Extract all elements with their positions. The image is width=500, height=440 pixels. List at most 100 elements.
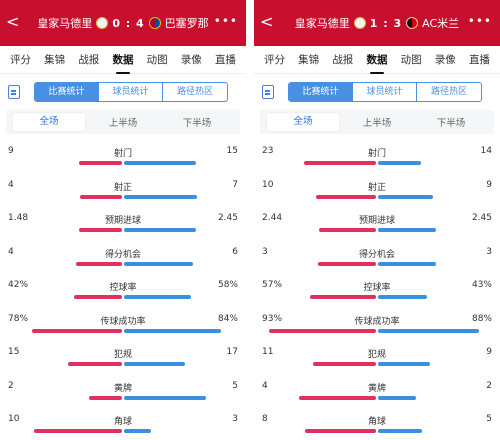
away-stat-bar [378,429,422,433]
stat-row-shots: 23 射门 14 [254,138,500,172]
away-stat-value: 15 [226,146,238,156]
stat-name: 预期进球 [104,216,141,226]
home-stat-value: 4 [8,246,14,257]
subtab-match-stats[interactable]: 比赛统计 [35,83,99,101]
subtab-heatmap[interactable]: 路径热区 [430,87,467,97]
match-score: 0 : 4 [112,16,145,30]
home-stat-value: 10 [8,414,20,424]
subtab-heatmap[interactable]: 路径热区 [176,87,213,97]
away-stat-value: 84% [217,313,238,324]
document-icon[interactable] [262,85,274,99]
away-stat-bar [124,261,193,266]
stat-name: 射门 [113,149,132,159]
home-stat-value: 3 [262,246,268,257]
stat-name: 角球 [367,417,386,427]
home-team-name: 皇家马德里 [294,17,350,30]
away-stat-value: 88% [471,313,492,324]
home-stat-value: 15 [8,347,20,357]
home-stat-bar [80,194,122,199]
home-stat-value: 10 [262,179,274,190]
away-stat-bar [378,328,479,333]
home-stat-bar [89,395,122,400]
home-stat-bar [304,161,376,165]
period-first-half[interactable]: 上半场 [108,118,138,129]
home-stat-bar [269,328,376,333]
away-team-name: AC米兰 [422,17,460,30]
home-stat-bar [79,228,122,232]
tab-live[interactable]: 直播 [214,54,236,66]
tab-replay[interactable]: 录像 [180,54,202,66]
stats-type-segmented: 比赛统计 球员统计 路径热区 [288,82,482,102]
tab-gifs[interactable]: 动图 [400,54,422,66]
away-stat-bar [378,161,421,165]
stat-row-shots-on-target: 10 射正 9 [254,172,500,206]
stat-row-pass-accuracy: 93% 传球成功率 88% [254,306,500,340]
period-full-match[interactable]: 全场 [13,113,85,131]
home-stat-value: 8 [262,414,268,424]
away-stat-value: 9 [486,179,492,190]
subtab-player-stats[interactable]: 球员统计 [353,83,417,101]
away-stat-value: 2 [486,380,492,391]
match-tabs: 评分 集锦 战报 数据 动图 录像 直播 [0,46,246,74]
away-stat-value: 3 [486,246,492,257]
home-stat-value: 42% [8,280,29,290]
period-first-half[interactable]: 上半场 [362,118,392,129]
tab-ratings[interactable]: 评分 [264,54,285,66]
stat-name: 控球率 [363,283,391,293]
tab-replay[interactable]: 录像 [434,54,456,66]
chevron-left-icon[interactable]: < [6,12,20,31]
away-stat-bar [124,395,206,400]
away-stat-value: 6 [232,246,238,257]
period-second-half[interactable]: 下半场 [182,118,212,129]
away-stat-value: 2.45 [217,213,238,223]
away-stat-value: 5 [486,414,492,424]
more-dots-icon[interactable]: ••• [467,14,492,28]
away-stat-bar [124,161,196,165]
home-stat-bar [310,295,376,299]
tab-highlights[interactable]: 集锦 [298,54,320,66]
subtab-player-stats[interactable]: 球员统计 [99,83,163,101]
away-stat-bar [378,194,433,199]
tab-live[interactable]: 直播 [468,54,490,66]
home-stat-value: 1.48 [8,213,29,223]
tab-ratings[interactable]: 评分 [10,54,31,66]
match-panel-real-barca: < 皇家马德里 0 : 4 巴塞罗那 ••• 评分 集锦 战报 数据 动图 录像 直播 比赛… [0,0,246,440]
tab-highlights[interactable]: 集锦 [44,54,66,66]
home-stat-value: 4 [8,179,14,190]
away-stat-value: 3 [232,414,238,424]
match-tabs: 评分 集锦 战报 数据 动图 录像 直播 [254,46,500,74]
stat-name: 黄牌 [367,383,386,394]
period-full-match[interactable]: 全场 [267,113,339,131]
match-title: 皇家马德里 0 : 4 巴塞罗那 [37,15,208,31]
away-stat-value: 43% [471,280,492,290]
stats-subnav: 比赛统计 球员统计 路径热区 [254,74,500,110]
away-stat-value: 5 [232,380,238,391]
tab-report[interactable]: 战报 [332,54,354,66]
tab-stats[interactable]: 数据 [112,54,134,66]
stat-name: 预期进球 [358,216,395,226]
period-selector: 全场 上半场 下半场 [6,110,240,134]
away-stat-value: 7 [232,179,238,190]
subtab-match-stats[interactable]: 比赛统计 [289,83,353,101]
period-second-half[interactable]: 下半场 [436,118,466,129]
match-score: 1 : 3 [369,16,403,30]
home-stat-value: 2 [8,380,14,391]
away-stat-bar [378,362,430,366]
stat-name: 角球 [113,417,132,427]
stats-type-segmented: 比赛统计 球员统计 路径热区 [34,82,228,102]
more-dots-icon[interactable]: ••• [213,14,238,28]
home-stat-bar [318,261,376,266]
tab-gifs[interactable]: 动图 [146,54,168,66]
document-icon[interactable] [8,85,20,99]
home-stat-bar [319,228,376,232]
stat-row-pass-accuracy: 78% 传球成功率 84% [0,306,246,340]
stat-row-corners: 10 角球 3 [0,406,246,440]
chevron-left-icon[interactable]: < [260,12,274,31]
away-stat-value: 9 [486,347,492,357]
match-title: 皇家马德里 1 : 3 AC米兰 [295,15,459,31]
tab-report[interactable]: 战报 [78,54,100,66]
away-stat-bar [378,395,416,400]
stat-name: 射正 [113,182,132,193]
tab-stats[interactable]: 数据 [366,54,388,66]
home-crest-icon [353,17,366,29]
